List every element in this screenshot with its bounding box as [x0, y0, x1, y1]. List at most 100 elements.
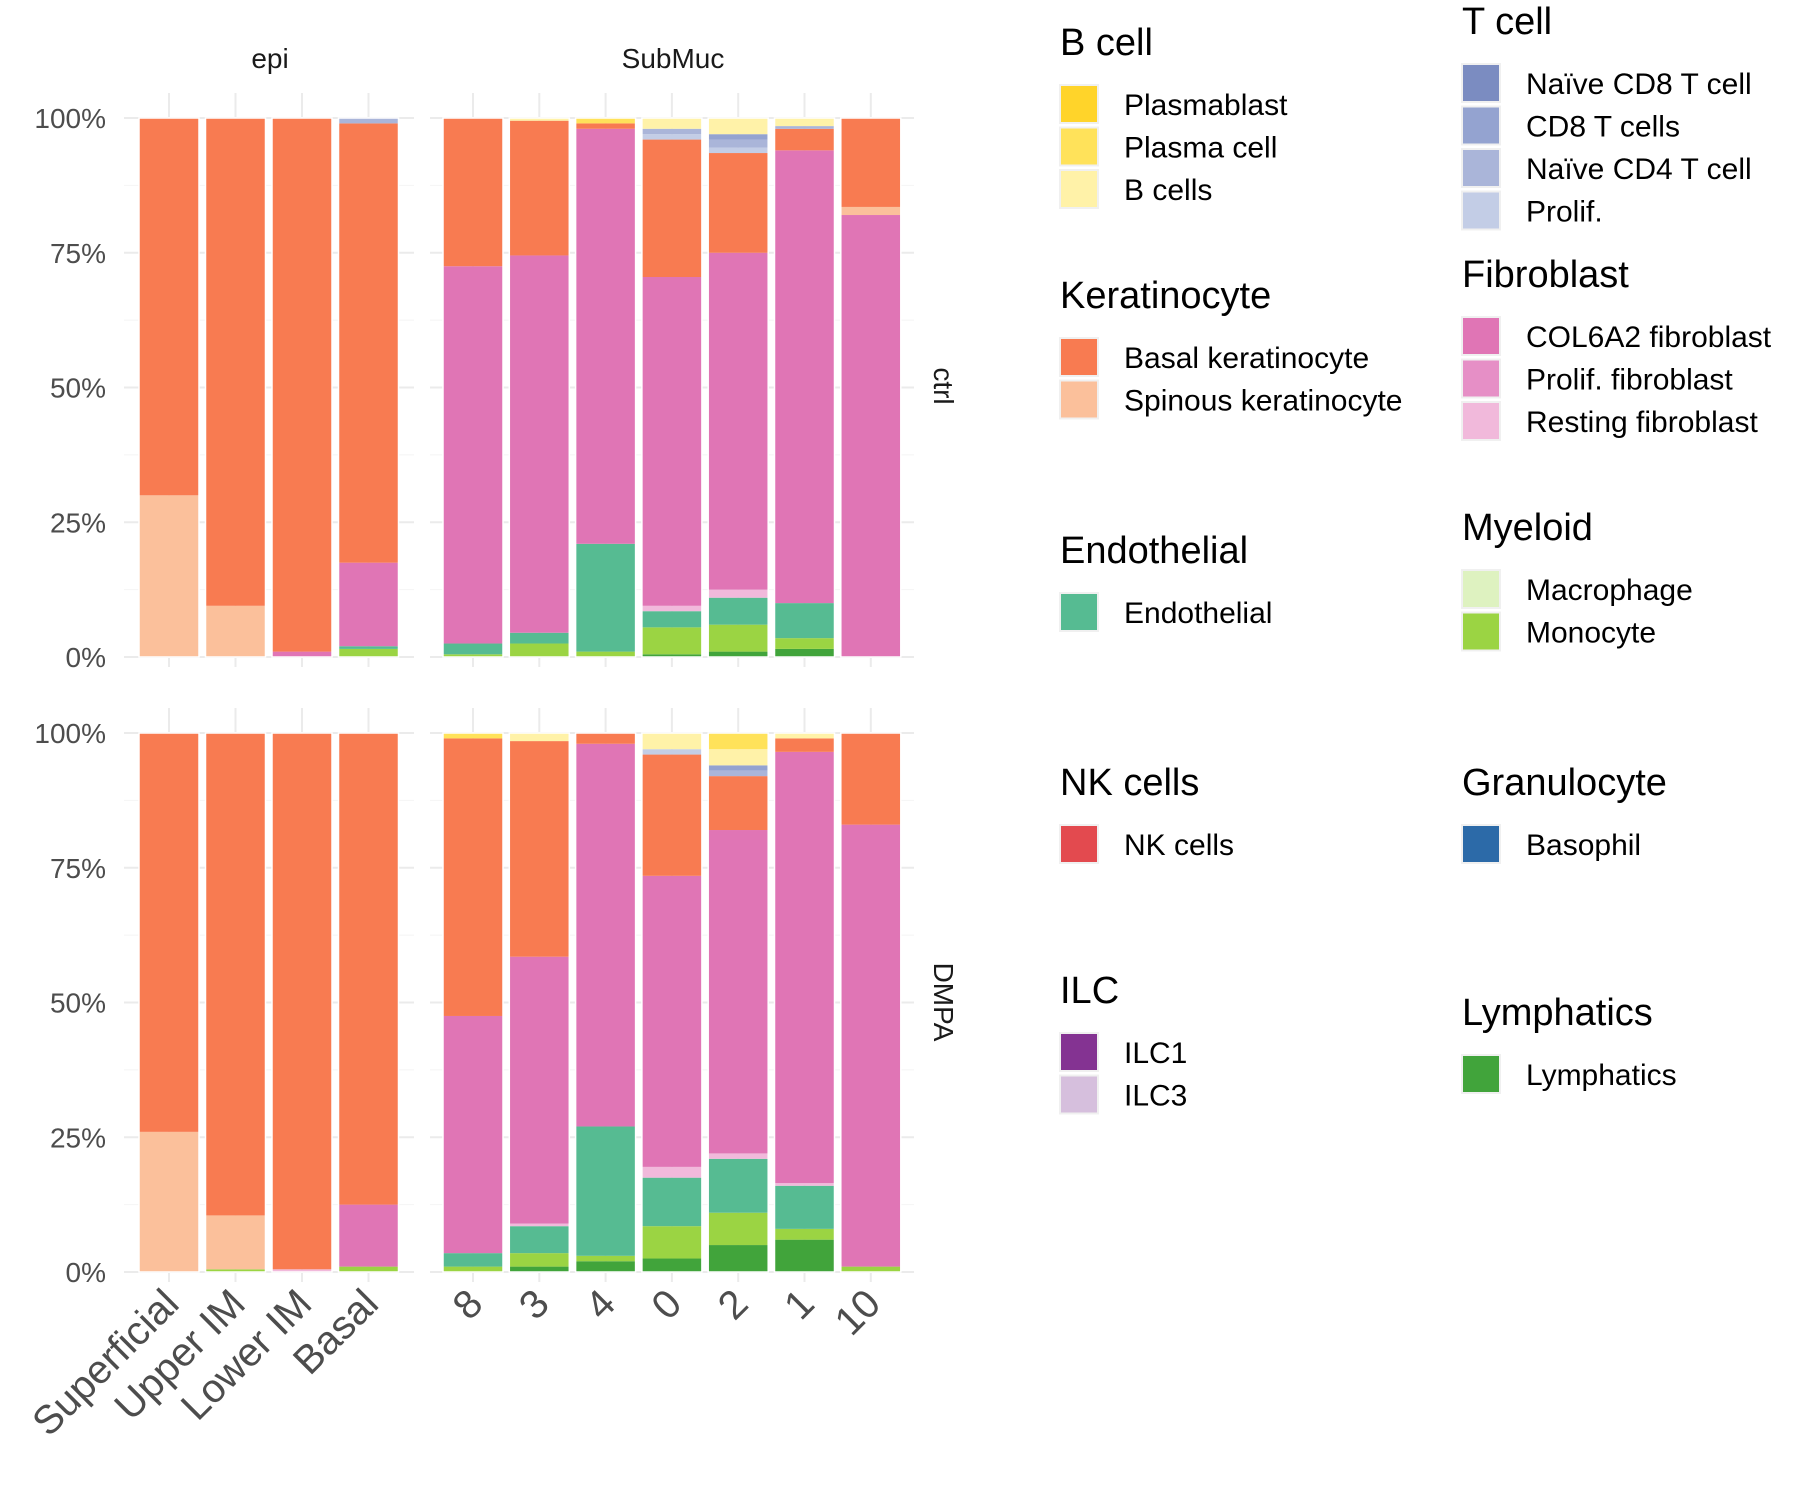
- bar-outline: [138, 732, 200, 1273]
- bar-segment-spinous-keratinocyte: [139, 1131, 199, 1272]
- legend-item-label: Prolif. fibroblast: [1526, 364, 1733, 397]
- legend-title: Endothelial: [1060, 530, 1248, 572]
- bar-segment-monocyte: [708, 624, 769, 652]
- bar-segment-na-ve-cd4-t-cell: [708, 770, 769, 777]
- legend-swatch: [1461, 63, 1501, 103]
- bar-segment-endothelial: [443, 1253, 503, 1267]
- bar-segment-lymphatics: [509, 1266, 570, 1272]
- x-tick-label: 1: [776, 1281, 823, 1328]
- y-axis-ticks: 0% 25% 50% 75% 100% 0% 25% 50% 75% 100%: [34, 103, 106, 1288]
- y-tick-label: 50%: [50, 988, 106, 1019]
- bar-segment-basal-keratinocyte: [338, 123, 399, 563]
- legend-item-label: Prolif.: [1526, 196, 1603, 229]
- bar-segment-endothelial: [774, 603, 835, 639]
- bar-segment-resting-fibroblast: [708, 589, 769, 598]
- facet-panels: [124, 93, 914, 1282]
- legend-item-label: Basal keratinocyte: [1124, 342, 1369, 375]
- bar-segment-col6a2-fibroblast: [774, 751, 835, 1184]
- legend-swatch: [1461, 824, 1501, 864]
- bar-segment-endothelial: [338, 646, 399, 649]
- bar-segment-monocyte: [443, 654, 503, 657]
- bar-segment-col6a2-fibroblast: [840, 215, 901, 657]
- bar-segment-resting-fibroblast: [641, 1166, 702, 1178]
- y-tick-label: 50%: [50, 373, 106, 404]
- bar-segment-monocyte: [641, 1226, 702, 1259]
- legend-item-label: Monocyte: [1526, 617, 1656, 650]
- y-tick-label: 75%: [50, 238, 106, 269]
- panel-ctrl-submuc: [430, 93, 914, 667]
- legend-item-label: Naïve CD4 T cell: [1526, 153, 1752, 186]
- bar-segment-spinous-keratinocyte: [840, 206, 901, 216]
- bar-segment-prolif: [641, 749, 702, 755]
- bar-outline: [442, 732, 504, 1273]
- bar-segment-lymphatics: [708, 1245, 769, 1272]
- bar-segment-basal-keratinocyte: [205, 118, 266, 606]
- bar-segment-plasma-cell: [443, 733, 503, 739]
- legend-group-keratinocyte: Keratinocyte Basal keratinocyte Spinous ke…: [1059, 275, 1403, 420]
- bar-segment-b-cells: [641, 733, 702, 750]
- bar-segment-col6a2-fibroblast: [641, 277, 702, 606]
- bar-segment-col6a2-fibroblast: [443, 1015, 503, 1254]
- legend-swatch: [1059, 84, 1099, 124]
- bar-segment-col6a2-fibroblast: [509, 255, 570, 633]
- bar-outline: [574, 117, 637, 658]
- bar-segment-basal-keratinocyte: [272, 118, 332, 652]
- legend-title: Keratinocyte: [1060, 275, 1271, 317]
- bar-outline: [574, 732, 637, 1273]
- bar-segment-spinous-keratinocyte: [139, 495, 199, 657]
- bar-segment-col6a2-fibroblast: [338, 1204, 399, 1267]
- legend-item-label: Resting fibroblast: [1526, 406, 1758, 439]
- bar-segment-basal-keratinocyte: [509, 120, 570, 256]
- bar-segment-prolif: [708, 147, 769, 154]
- bar-outline: [773, 117, 836, 658]
- legend-swatch: [1059, 337, 1099, 377]
- bar-segment-resting-fibroblast: [774, 1183, 835, 1186]
- bar-segment-lymphatics: [774, 648, 835, 657]
- bar-segment-cd8-t-cells: [708, 765, 769, 771]
- bar-segment-basal-keratinocyte: [641, 139, 702, 278]
- x-tick-label: 10: [827, 1281, 890, 1344]
- bar-segment-col6a2-fibroblast: [774, 150, 835, 604]
- legend-swatch: [1461, 1054, 1501, 1094]
- bar-segment-col6a2-fibroblast: [575, 128, 636, 544]
- legend-swatch: [1461, 611, 1501, 652]
- bar-segment-basal-keratinocyte: [708, 153, 769, 253]
- legend-title: Fibroblast: [1462, 254, 1629, 296]
- legend-group-granulocyte: Granulocyte Basophil: [1461, 762, 1667, 864]
- bar-segment-resting-fibroblast: [641, 605, 702, 612]
- x-tick-label: 3: [511, 1281, 558, 1328]
- bar-segment-endothelial: [641, 1177, 702, 1227]
- bar-segment-col6a2-fibroblast: [708, 830, 769, 1154]
- panel-dmpa-epi: [124, 708, 414, 1282]
- bar-segment-b-cells: [641, 118, 702, 129]
- y-tick-label: 75%: [50, 853, 106, 884]
- bar-segment-cd8-t-cells: [708, 134, 769, 140]
- legend-item-label: CD8 T cells: [1526, 111, 1680, 144]
- bar-segment-b-cells: [708, 118, 769, 135]
- legend-title: Lymphatics: [1462, 992, 1653, 1034]
- y-tick-label: 100%: [34, 718, 106, 749]
- x-tick-label: 2: [710, 1281, 757, 1328]
- legend-item-label: ILC1: [1124, 1037, 1187, 1070]
- bar-outline: [707, 732, 769, 1273]
- bar-segment-basal-keratinocyte: [509, 741, 570, 957]
- legend-swatch: [1461, 105, 1501, 146]
- bar-segment-monocyte: [509, 643, 570, 657]
- legend-item-label: Naïve CD8 T cell: [1526, 68, 1752, 101]
- legend-swatch: [1059, 824, 1099, 864]
- panel-dmpa-submuc: [430, 708, 914, 1282]
- bar-segment-resting-fibroblast: [708, 1153, 769, 1159]
- bar-segment-endothelial: [575, 543, 636, 652]
- bar-outline: [271, 732, 333, 1273]
- bar-segment-endothelial: [443, 643, 503, 655]
- legend-item-label: COL6A2 fibroblast: [1526, 321, 1772, 354]
- bar-segment-prolif: [641, 134, 702, 140]
- legend-swatch: [1461, 358, 1501, 399]
- x-tick-label: 0: [643, 1281, 690, 1328]
- legend-group-myeloid: Myeloid Macrophage Monocyte: [1461, 507, 1693, 652]
- bar-segment-monocyte: [708, 1212, 769, 1246]
- bar-segment-basal-keratinocyte: [774, 738, 835, 752]
- bar-segment-endothelial: [509, 632, 570, 644]
